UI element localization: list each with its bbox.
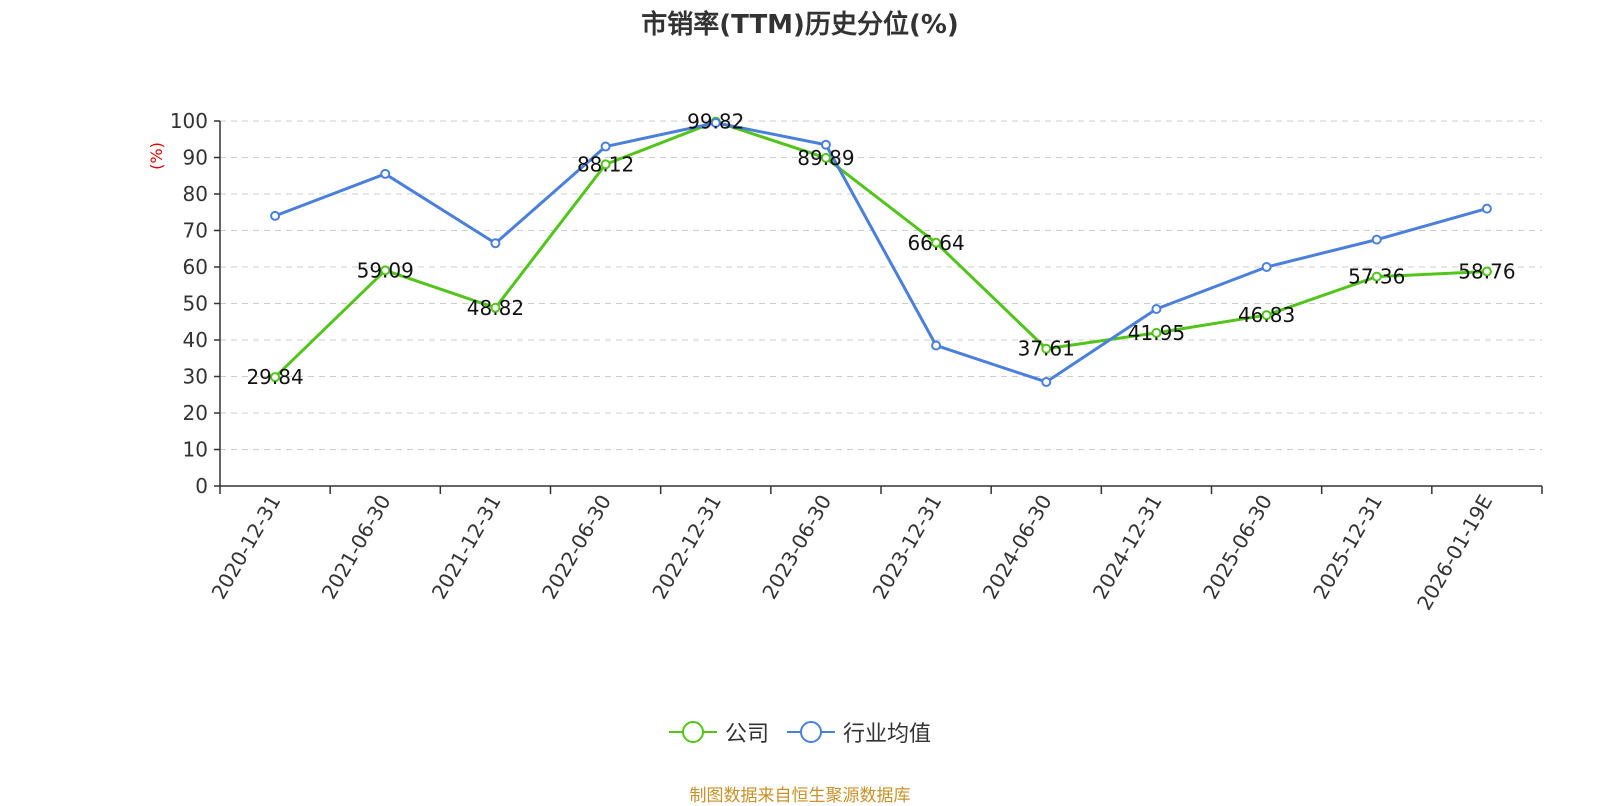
data-point-industry-avg: [1041, 376, 1052, 387]
data-point-industry-avg: [380, 168, 391, 179]
legend-company-label: 公司: [724, 722, 769, 747]
y-tick-label: 60: [183, 255, 208, 279]
legend-item-industry-avg[interactable]: 行业均值: [787, 716, 931, 748]
data-point-industry-avg: [1151, 303, 1162, 314]
x-tick-label: 2025-12-31: [1308, 491, 1387, 604]
data-point-company: [380, 265, 391, 276]
x-tick-label: 2020-12-31: [207, 491, 286, 604]
data-label-company: 89.89: [797, 146, 854, 170]
y-axis-unit-label: (%): [147, 142, 166, 170]
grid-lines: [220, 120, 1542, 450]
data-point-industry-avg: [1261, 262, 1272, 272]
data-point-company: [1151, 327, 1162, 338]
y-tick-label: 50: [183, 292, 208, 316]
y-tick-label: 100: [170, 109, 208, 133]
y-tick-label: 80: [183, 182, 208, 206]
data-point-industry-avg: [1371, 234, 1382, 245]
data-point-company: [490, 302, 501, 313]
data-label-company: 88.12: [577, 152, 634, 176]
data-point-company: [1261, 310, 1272, 321]
series-line-company: [274, 120, 1487, 379]
series-line-industry-avg: [274, 121, 1488, 384]
data-source-note: 制图数据来自恒生聚源数据库: [689, 786, 911, 806]
data-point-industry-avg: [490, 238, 501, 249]
x-tick-label: 2024-06-30: [978, 491, 1057, 604]
x-tick-label: 2021-12-31: [427, 490, 506, 603]
chart-title: 市销率(TTM)历史分位(%): [641, 10, 959, 40]
data-point-company: [1371, 271, 1382, 282]
data-point-company: [1041, 343, 1052, 354]
y-tick-label: 30: [183, 365, 208, 389]
y-tick-label: 20: [183, 401, 208, 425]
data-point-industry-avg: [820, 139, 831, 150]
data-point-company: [931, 237, 942, 248]
y-tick-label: 10: [183, 438, 208, 462]
x-tick-label: 2023-06-30: [757, 491, 836, 604]
data-point-industry-avg: [270, 210, 281, 221]
y-tick-label: 90: [183, 146, 208, 170]
x-tick-label: 2022-12-31: [647, 491, 726, 604]
data-point-company: [600, 159, 611, 170]
x-tick-label: 2024-12-31: [1088, 491, 1167, 604]
y-tick-label: 0: [195, 474, 208, 498]
data-point-company: [1481, 266, 1492, 277]
data-label-company: 66.64: [907, 231, 964, 255]
x-tick-label: 2023-12-31: [868, 490, 947, 603]
line-chart: 0 10 20 30 40 50 60 70 80 90 100(%) 2020-12-31 2021-…: [147, 109, 1543, 615]
legend-industry-avg-icon: [787, 720, 835, 744]
x-tick-label: 2021-06-30: [317, 491, 396, 604]
x-tick-label: 2025-06-30: [1198, 491, 1277, 604]
y-tick-label: 70: [183, 219, 208, 243]
data-point-company: [820, 152, 831, 163]
data-point-industry-avg: [600, 141, 611, 152]
legend-item-company[interactable]: 公司: [668, 716, 769, 748]
legend: 公司 行业均值: [0, 716, 1600, 748]
data-label-company: 41.95: [1128, 321, 1185, 345]
data-label-company: 58.76: [1458, 260, 1515, 284]
data-point-industry-avg: [931, 340, 942, 351]
data-label-company: 46.83: [1238, 303, 1295, 327]
y-tick-label: 40: [183, 328, 208, 352]
data-label-company: 48.82: [467, 296, 524, 320]
data-point-company: [270, 372, 281, 383]
legend-company-icon: [668, 720, 717, 744]
data-label-company: 59.09: [357, 258, 414, 282]
x-tick-label: 2026-01-19E: [1412, 491, 1497, 615]
legend-industry-avg-label: 行业均值: [843, 722, 932, 747]
data-label-company: 99.82: [687, 110, 744, 134]
data-label-company: 57.36: [1348, 265, 1405, 289]
data-point-industry-avg: [710, 117, 721, 128]
data-point-industry-avg: [1481, 203, 1492, 214]
data-label-company: 29.84: [246, 365, 303, 389]
data-labels: 29.84 59.09 48.82 88.12 99.82 89.89 66.64 37.61…: [246, 110, 1515, 389]
data-label-company: 37.61: [1018, 337, 1075, 361]
x-tick-label: 2022-06-30: [537, 491, 616, 604]
series-layer: [270, 116, 1492, 387]
